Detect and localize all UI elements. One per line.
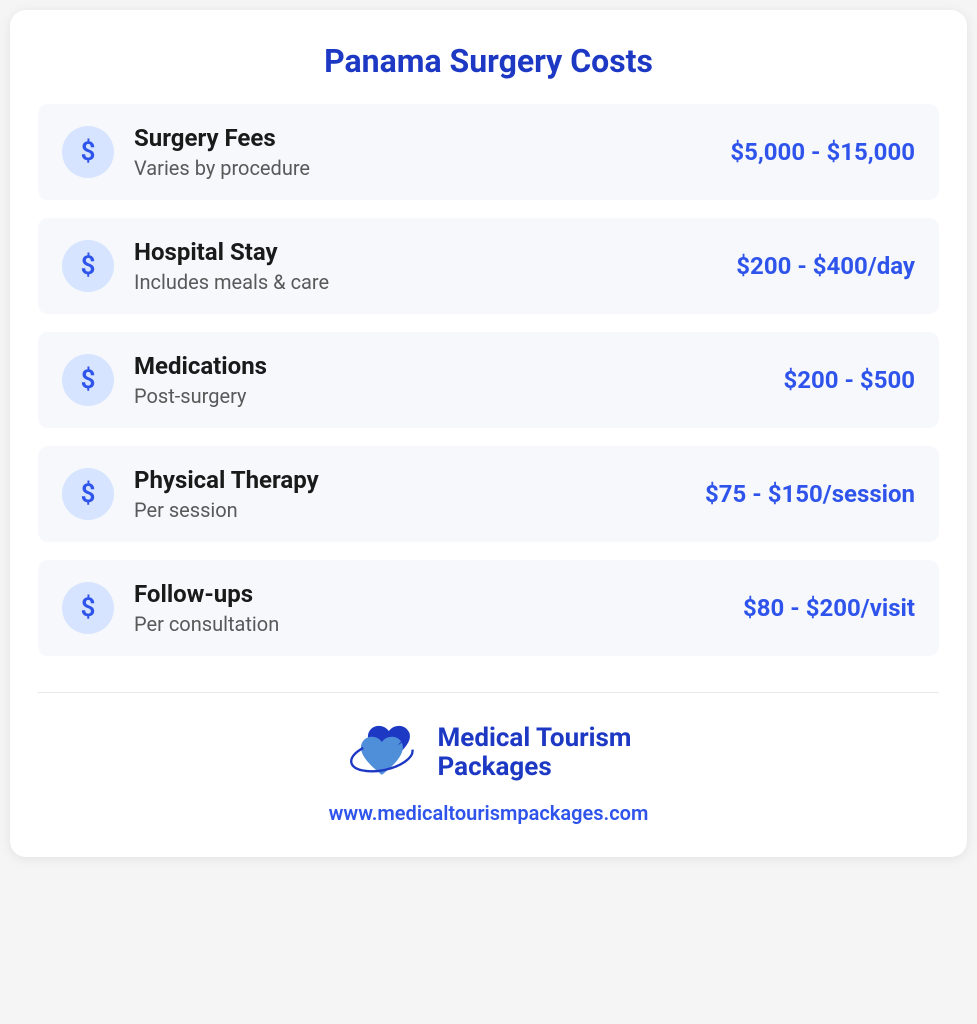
cost-item-left: $ Follow-ups Per consultation <box>62 580 279 636</box>
cost-card: Panama Surgery Costs $ Surgery Fees Varies… <box>10 10 967 857</box>
cost-item-desc: Per consultation <box>134 612 279 636</box>
cost-item: $ Hospital Stay Includes meals & care $200 … <box>38 218 939 314</box>
dollar-icon: $ <box>81 593 96 623</box>
cost-item-price: $5,000 - $15,000 <box>730 138 915 166</box>
dollar-icon-circle: $ <box>62 582 114 634</box>
dollar-icon: $ <box>81 365 96 395</box>
cost-item-text: Medications Post-surgery <box>134 352 267 408</box>
cost-item: $ Follow-ups Per consultation $80 - $200/vi… <box>38 560 939 656</box>
cost-item-text: Follow-ups Per consultation <box>134 580 279 636</box>
cost-item-text: Hospital Stay Includes meals & care <box>134 238 329 294</box>
cost-item-price: $80 - $200/visit <box>743 594 915 622</box>
dollar-icon: $ <box>81 479 96 509</box>
dollar-icon-circle: $ <box>62 354 114 406</box>
cost-item-text: Physical Therapy Per session <box>134 466 319 522</box>
dollar-icon: $ <box>81 137 96 167</box>
footer-divider <box>38 692 939 693</box>
cost-items-list: $ Surgery Fees Varies by procedure $5,000 -… <box>38 104 939 656</box>
brand-text: Medical Tourism Packages <box>438 724 632 781</box>
cost-item-price: $75 - $150/session <box>705 480 915 508</box>
cost-item-desc: Per session <box>134 498 319 522</box>
cost-item-left: $ Medications Post-surgery <box>62 352 267 408</box>
cost-item-left: $ Hospital Stay Includes meals & care <box>62 238 329 294</box>
brand-line-2: Packages <box>438 753 632 782</box>
dollar-icon-circle: $ <box>62 468 114 520</box>
website-url[interactable]: www.medicaltourismpackages.com <box>329 801 649 825</box>
cost-item-left: $ Physical Therapy Per session <box>62 466 319 522</box>
cost-item: $ Physical Therapy Per session $75 - $150/s… <box>38 446 939 542</box>
cost-item-label: Medications <box>134 352 267 380</box>
dollar-icon: $ <box>81 251 96 281</box>
page-title: Panama Surgery Costs <box>38 42 939 80</box>
cost-item-price: $200 - $500 <box>783 366 915 394</box>
cost-item: $ Medications Post-surgery $200 - $500 <box>38 332 939 428</box>
cost-item-desc: Includes meals & care <box>134 270 329 294</box>
cost-item-left: $ Surgery Fees Varies by procedure <box>62 124 310 180</box>
cost-item-label: Surgery Fees <box>134 124 310 152</box>
cost-item-desc: Varies by procedure <box>134 156 310 180</box>
footer: Medical Tourism Packages www.medicaltour… <box>38 721 939 825</box>
cost-item-label: Physical Therapy <box>134 466 319 494</box>
cost-item-desc: Post-surgery <box>134 384 267 408</box>
cost-item-price: $200 - $400/day <box>736 252 915 280</box>
cost-item-label: Follow-ups <box>134 580 279 608</box>
cost-item-text: Surgery Fees Varies by procedure <box>134 124 310 180</box>
dollar-icon-circle: $ <box>62 126 114 178</box>
brand-line-1: Medical Tourism <box>438 724 632 753</box>
heart-plane-logo-icon <box>346 721 424 785</box>
brand-logo-block: Medical Tourism Packages <box>346 721 632 785</box>
dollar-icon-circle: $ <box>62 240 114 292</box>
cost-item-label: Hospital Stay <box>134 238 329 266</box>
cost-item: $ Surgery Fees Varies by procedure $5,000 -… <box>38 104 939 200</box>
